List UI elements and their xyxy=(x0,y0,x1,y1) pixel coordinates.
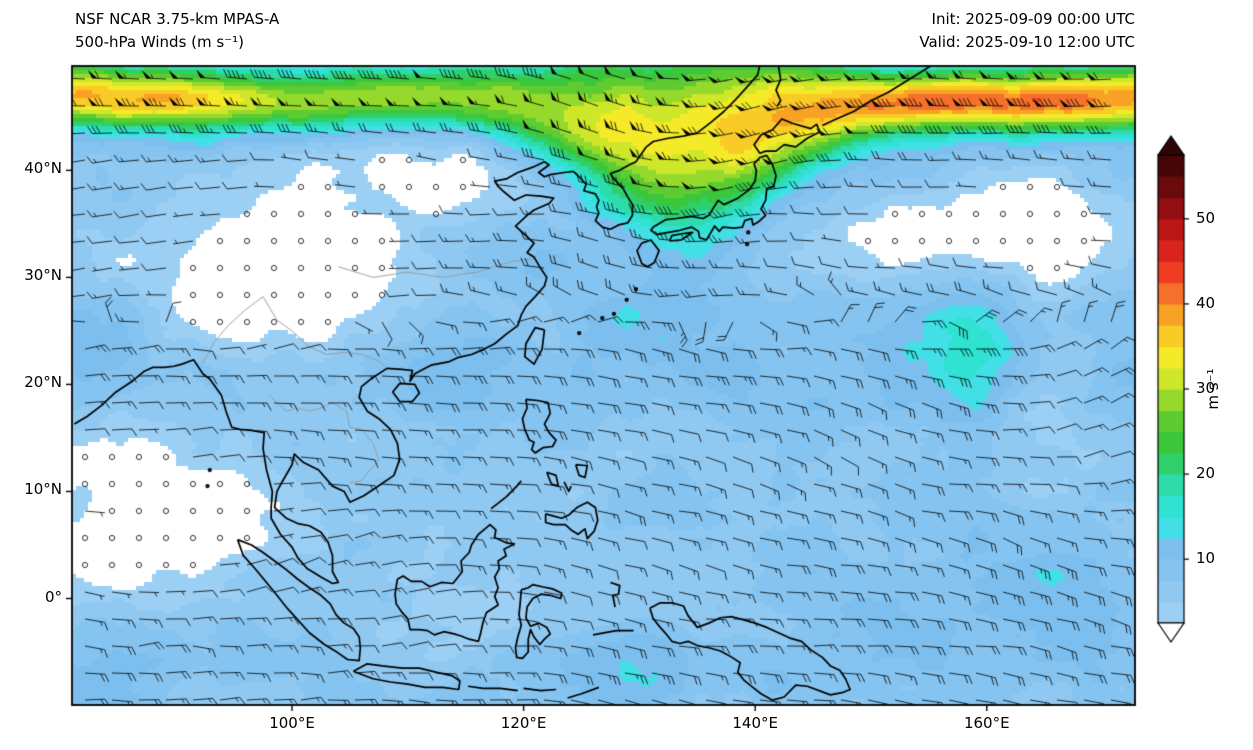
model-title: NSF NCAR 3.75-km MPAS-A xyxy=(75,10,280,28)
lat-tick-label: 0° xyxy=(44,587,62,606)
colorbar-units-label: m s⁻¹ xyxy=(1204,368,1222,410)
title-block: NSF NCAR 3.75-km MPAS-A 500-hPa Winds (m… xyxy=(75,8,279,53)
lon-tick-label: 100°E xyxy=(269,714,315,732)
time-block: Init: 2025-09-09 00:00 UTC Valid: 2025-0… xyxy=(919,8,1135,53)
valid-time: Valid: 2025-09-10 12:00 UTC xyxy=(919,32,1135,51)
colorbar-tick-label: 20 xyxy=(1196,464,1216,483)
colorbar-tick-label: 30 xyxy=(1196,379,1216,397)
lat-tick-label: 30°N xyxy=(24,266,62,285)
lat-tick-label: 40°N xyxy=(24,159,62,178)
lon-tick-label: 140°E xyxy=(732,714,778,732)
colorbar-tick-label: 40 xyxy=(1196,293,1216,312)
lon-tick-label: 120°E xyxy=(500,714,547,732)
colorbar-tick-label: 50 xyxy=(1196,208,1216,227)
field-title: 500-hPa Winds (m s⁻¹) xyxy=(75,32,244,51)
lat-tick-label: 10°N xyxy=(24,480,62,499)
colorbar-tick-label: 10 xyxy=(1196,549,1216,568)
lat-tick-label: 20°N xyxy=(24,373,62,392)
init-time: Init: 2025-09-09 00:00 UTC xyxy=(931,10,1135,28)
lon-tick-label: 160°E xyxy=(963,714,1010,732)
